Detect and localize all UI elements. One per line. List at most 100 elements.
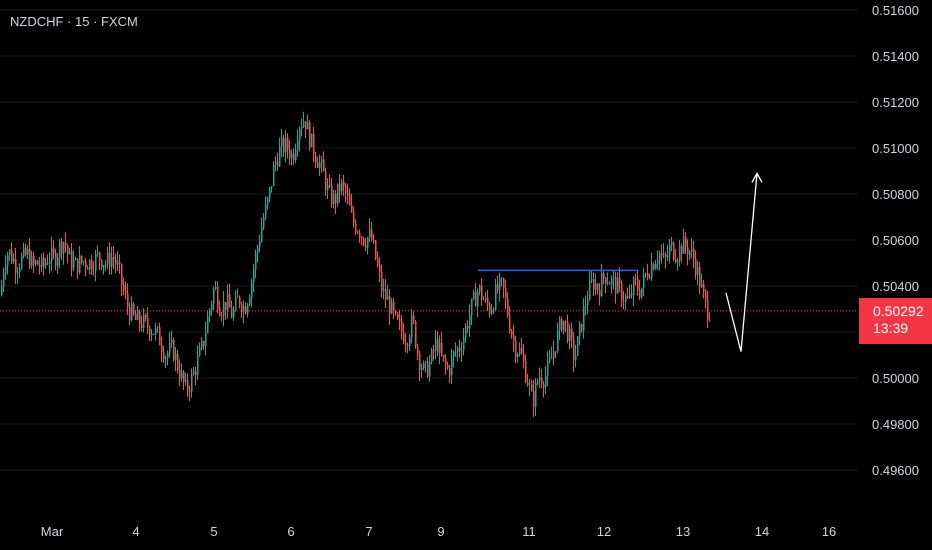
candle-body [483,299,485,301]
candle-body [319,162,321,168]
candle-body [119,261,121,265]
y-tick-label: 0.49800 [872,417,919,432]
candle-body [229,294,231,308]
candle-body [127,293,129,307]
candle-body [89,260,91,270]
candle-body [79,255,81,273]
candle-body [603,272,605,278]
candle-body [693,249,695,260]
y-tick-label: 0.50400 [872,279,919,294]
candle-body [267,197,269,205]
candle-body [593,279,595,290]
candle-body [449,368,451,376]
candle-body [347,193,349,196]
candle-body [529,384,531,386]
x-tick-label: 7 [365,524,372,539]
candle-body [609,283,611,285]
candle-body [631,293,633,296]
candle-body [681,245,683,254]
candle-body [607,283,609,285]
candle-body [37,260,39,265]
candle-body [103,265,105,268]
candle-body [415,321,417,347]
candle-body [597,283,599,290]
candle-body [13,258,15,263]
candle-body [261,227,263,242]
candle-body [621,283,623,302]
candle-body [147,317,149,328]
candle-body [703,284,705,292]
candle-body [355,223,357,233]
candle-body [199,347,201,356]
candle-body [633,278,635,296]
candle-body [51,247,53,262]
candle-body [567,322,569,341]
candle-body [241,304,243,313]
candle-body [639,289,641,298]
arrowhead-icon [751,171,763,183]
projection-arrow[interactable] [725,173,758,352]
candle-body [213,289,215,304]
candle-body [179,369,181,379]
candle-body [39,264,41,268]
candle-body [289,149,291,159]
candle-body [411,315,413,338]
candle-body [557,329,559,352]
candle-body [251,282,253,298]
candle-body [255,253,257,270]
candle-body [697,267,699,275]
candle-body [689,251,691,255]
candle-body [65,242,67,246]
candle-body [635,278,637,280]
candle-body [219,307,221,316]
y-tick-label: 0.50800 [872,187,919,202]
candle-body [247,304,249,314]
candle-body [183,371,185,382]
y-tick-label: 0.49600 [872,463,919,478]
candle-body [61,241,63,254]
candle-body [93,270,95,272]
candle-body [239,296,241,305]
candle-body [467,326,469,329]
candle-body [421,368,423,371]
candle-body [83,261,85,263]
candle-body [527,381,529,386]
candle-body [23,247,25,256]
candle-body [223,302,225,317]
candle-body [139,311,141,325]
candle-body [433,349,435,352]
candle-body [217,286,219,308]
candle-body [387,296,389,300]
candle-body [475,291,477,307]
candle-body [425,361,427,363]
candle-body [5,265,7,273]
candle-body [507,298,509,316]
candle-body [683,236,685,254]
candle-body [249,297,251,305]
price-axis[interactable]: 0.51600 0.51400 0.51200 0.51000 0.50800 0.506… [872,3,919,478]
candle-body [481,285,483,300]
candle-body [419,353,421,371]
candle-body [185,379,187,382]
candle-body [151,333,153,336]
candle-body [49,261,51,264]
candle-body [173,339,175,361]
candle-body [11,249,13,263]
candle-body [221,315,223,317]
candle-body [145,314,147,318]
candle-body [353,211,355,224]
candle-body [101,259,103,268]
current-price-tag: 0.50292 13:39 [859,298,932,344]
candle-body [359,232,361,238]
candle-body [357,232,359,234]
candle-body [407,344,409,347]
candle-body [637,279,639,290]
candle-body [307,121,309,130]
time-axis[interactable]: Mar 4 5 6 7 9 11 12 13 14 16 [41,524,836,539]
candle-body [509,315,511,332]
candle-body [187,379,189,391]
candle-body [587,299,589,306]
candle-body [389,296,391,314]
candle-body [313,133,315,155]
